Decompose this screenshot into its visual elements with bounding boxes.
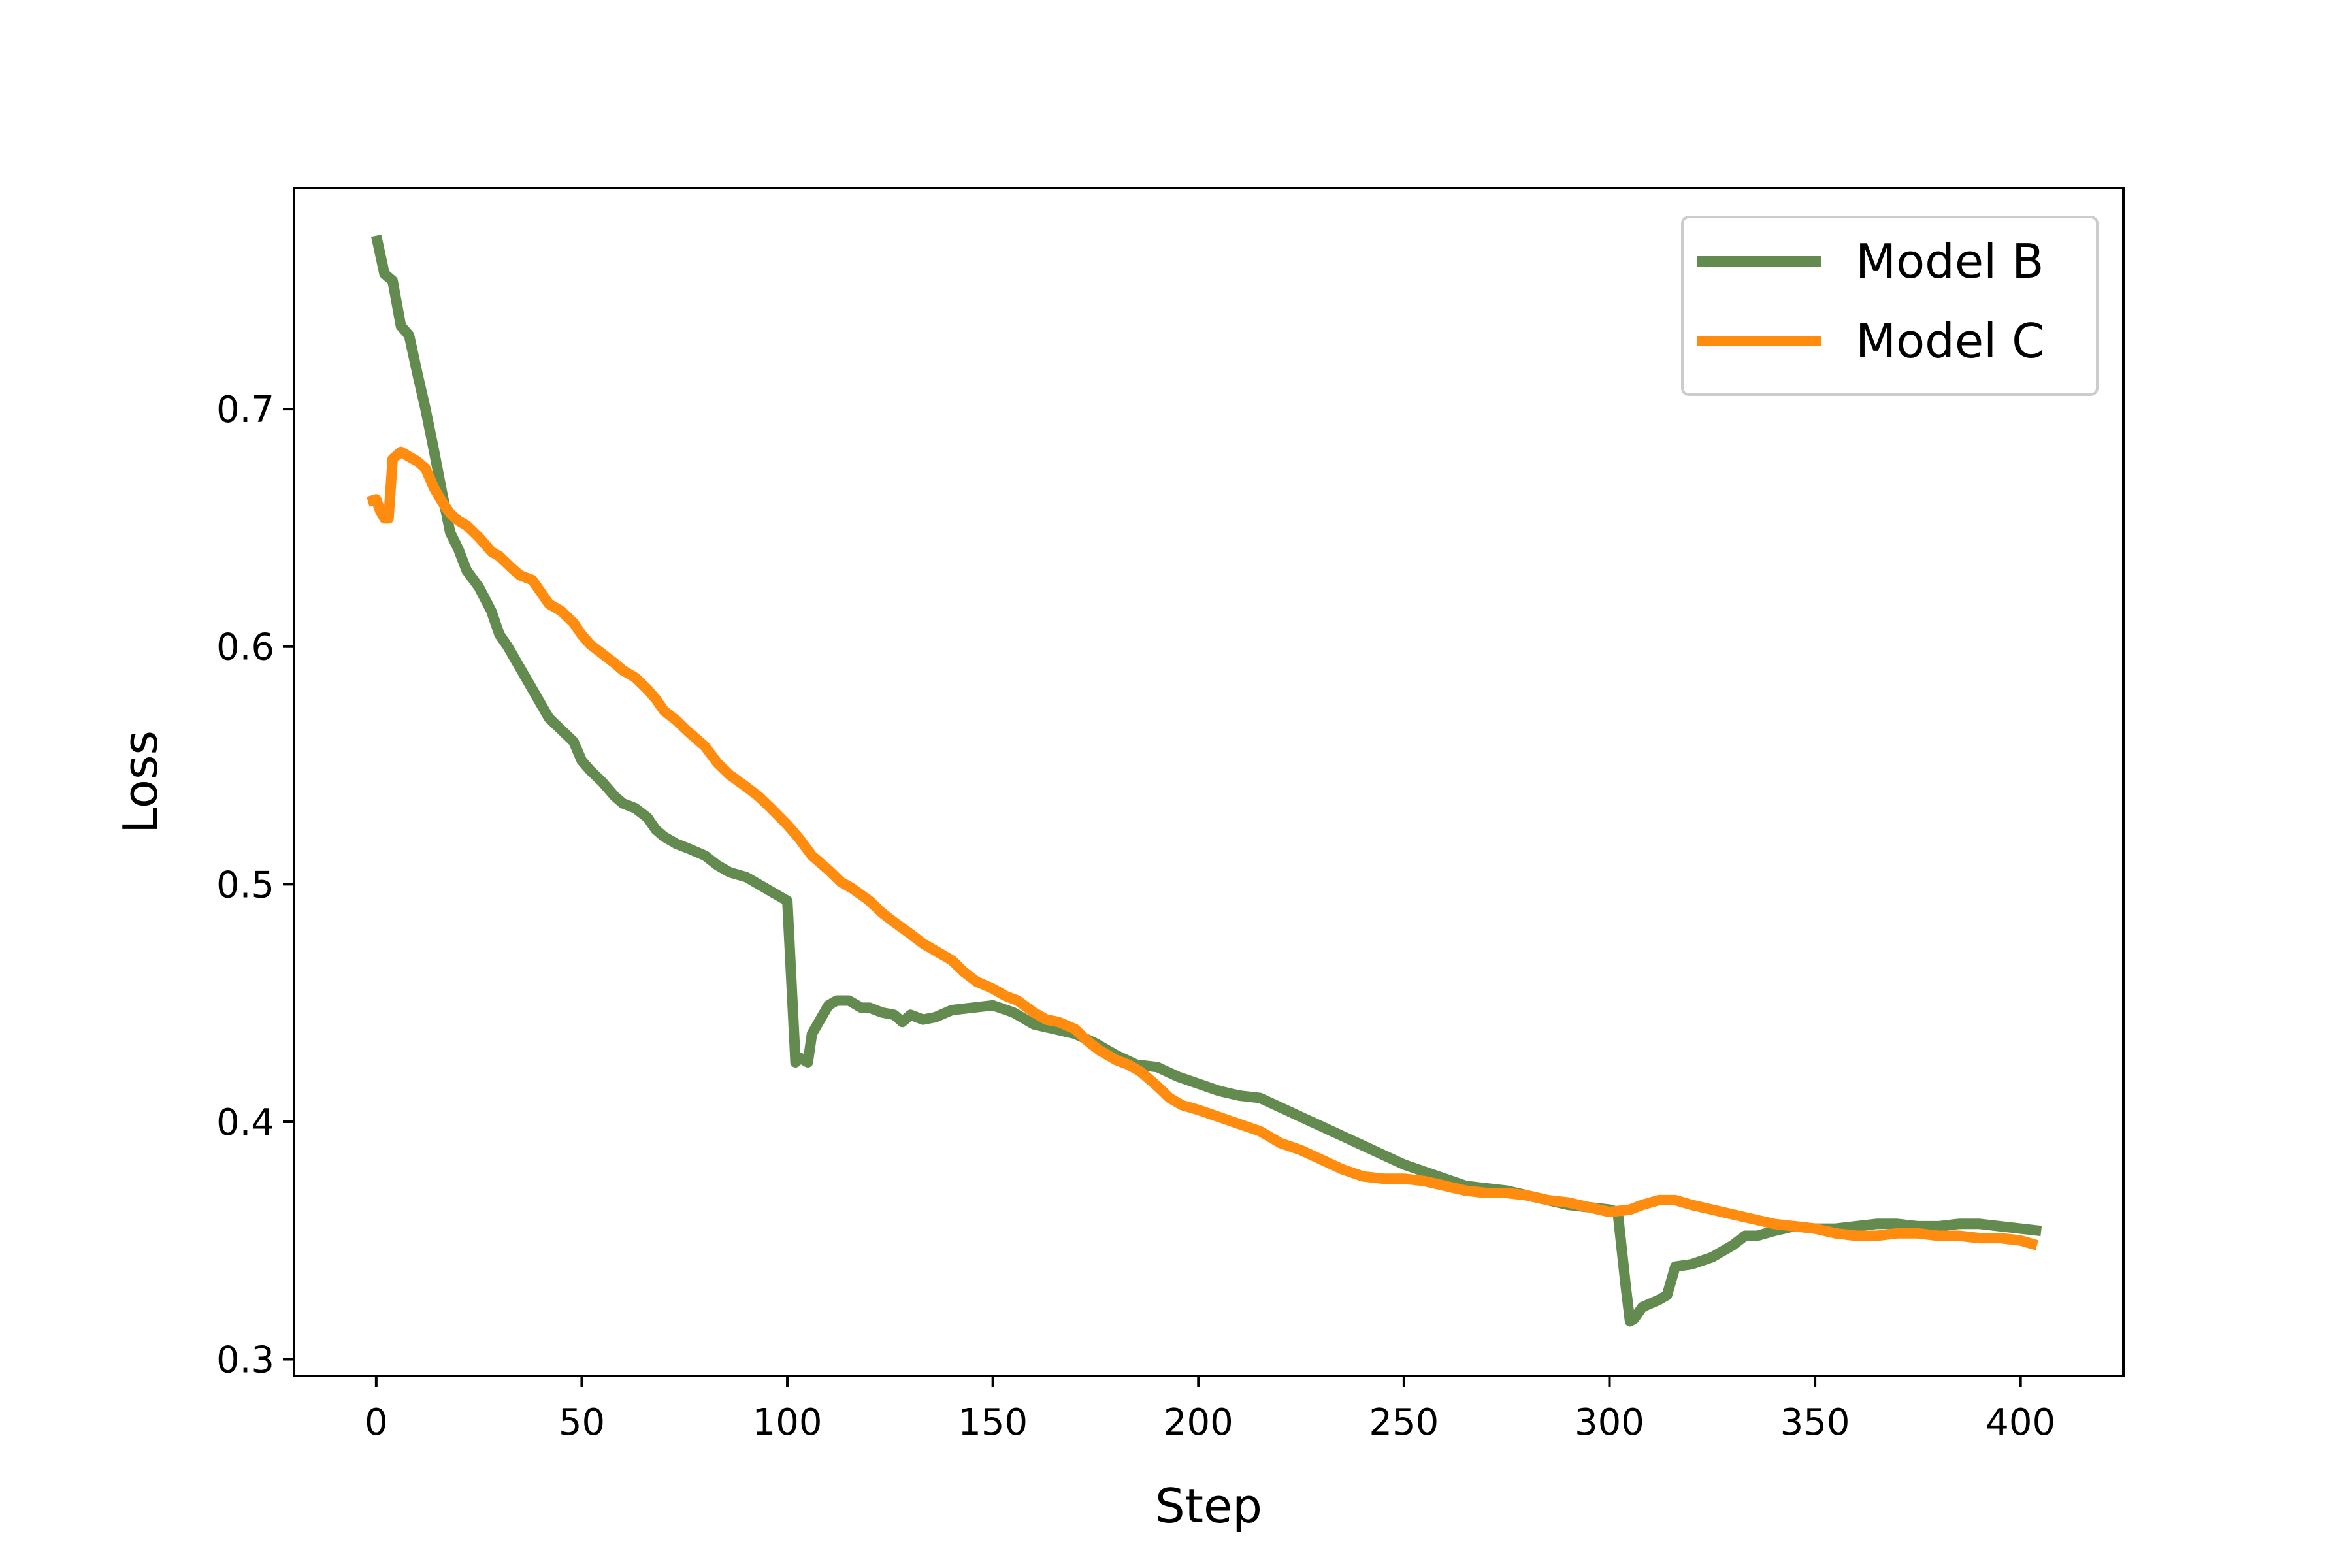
series-layer [367, 235, 2042, 1327]
x-tick-label: 400 [1985, 1401, 2055, 1444]
x-axis-ticks: 0 50 100 150 200 250 300 350 400 [365, 1376, 2055, 1444]
legend-label: Model C [1855, 314, 2044, 368]
y-tick-label: 0.6 [216, 627, 274, 669]
y-tick-label: 0.5 [216, 864, 274, 906]
legend-label: Model B [1855, 234, 2044, 289]
y-axis-ticks: 0.3 0.4 0.5 0.6 0.7 [216, 389, 294, 1382]
x-axis-label: Step [1155, 1478, 1262, 1533]
x-tick-label: 250 [1369, 1401, 1439, 1444]
legend: Model B Model C [1681, 216, 2099, 396]
x-tick-label: 50 [559, 1401, 605, 1444]
plot-frame [293, 187, 2125, 1377]
y-tick-label: 0.7 [216, 389, 274, 431]
x-tick-label: 200 [1164, 1401, 1233, 1444]
x-tick-label: 350 [1780, 1401, 1850, 1444]
series-line-2 [367, 446, 2039, 1250]
y-tick-label: 0.3 [216, 1339, 274, 1382]
y-tick-label: 0.4 [216, 1102, 274, 1144]
x-tick-label: 150 [958, 1401, 1028, 1444]
series-line-1 [370, 235, 2042, 1327]
y-axis-label: Loss [113, 730, 168, 834]
x-tick-label: 0 [365, 1401, 388, 1444]
x-tick-label: 100 [753, 1401, 823, 1444]
x-tick-label: 300 [1575, 1401, 1644, 1444]
